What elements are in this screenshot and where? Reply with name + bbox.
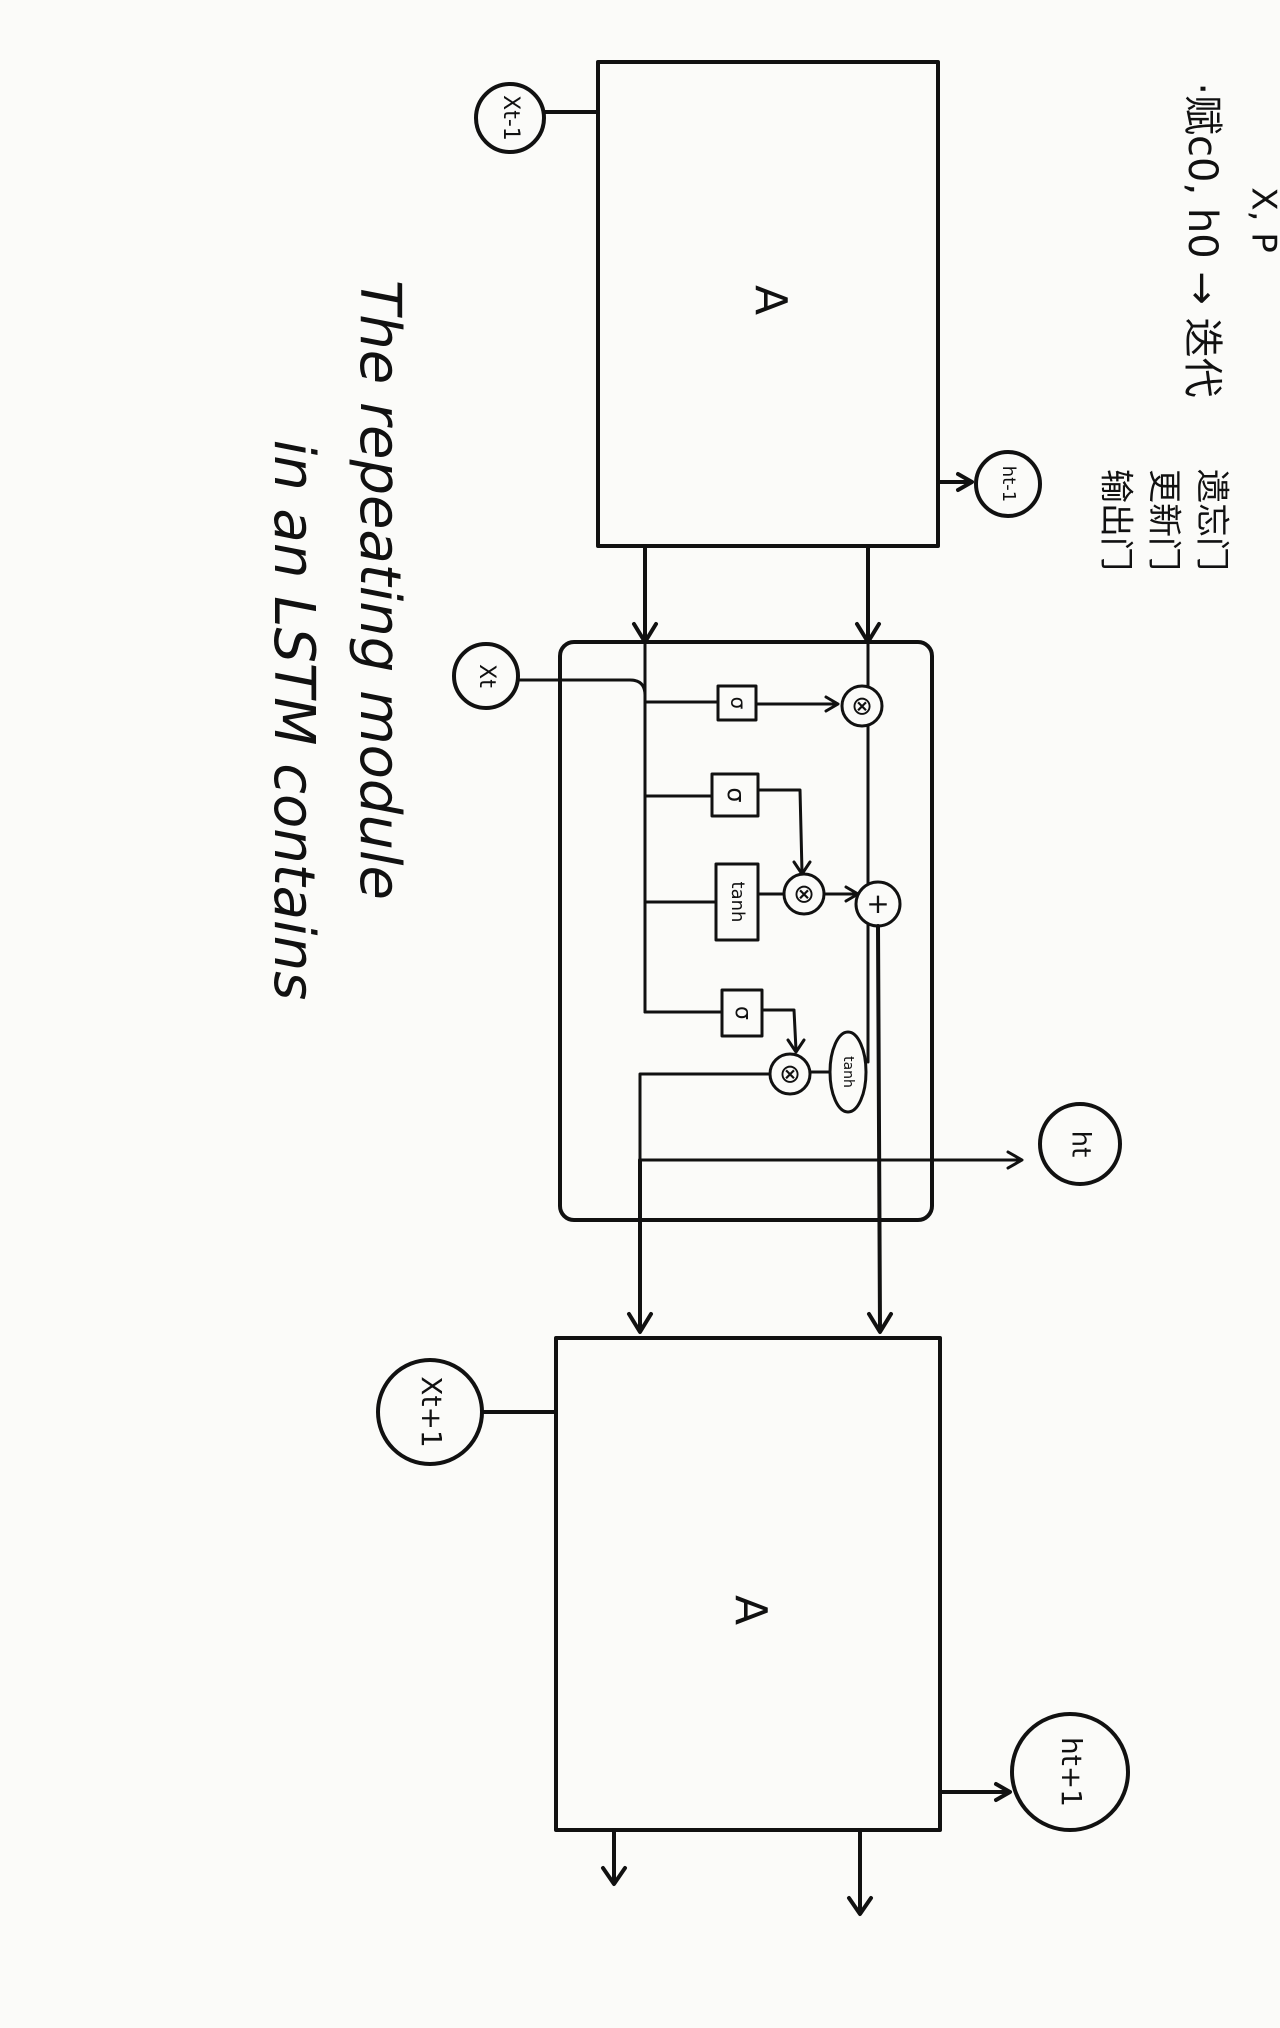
sigma-3-label: σ — [730, 1006, 755, 1020]
module-next — [554, 1336, 942, 1832]
c-link-curr-next — [876, 924, 882, 1332]
tanh-out-label: tanh — [840, 1056, 856, 1088]
sigma-3-arrow — [786, 1038, 806, 1054]
h-prev-node — [974, 450, 1042, 518]
h-curr-node — [1038, 1102, 1122, 1186]
x-next-label: Xt+1 — [415, 1376, 448, 1447]
input-multiply-symbol: ⊗ — [793, 880, 815, 910]
tanh-gate-label: tanh — [727, 882, 748, 923]
note-gate-output: 输出门 — [1096, 469, 1136, 571]
h-out-arrow — [1006, 1150, 1024, 1170]
note-init-line: ·赋c0, h0 → 迭代 — [1179, 82, 1225, 397]
h-out-route — [638, 1072, 772, 1162]
x-prev-node — [474, 82, 546, 154]
h-next-arrowhead — [994, 1782, 1012, 1802]
x-prev-label: Xt-1 — [498, 95, 523, 141]
sigma-1-box — [716, 684, 758, 722]
sigma-3-to-mult — [760, 1008, 798, 1052]
sigma-1-arrow — [824, 695, 840, 713]
note-gate-update: 更新门 — [1144, 469, 1184, 571]
forget-multiply-node — [840, 684, 884, 728]
sigma-1-label: σ — [727, 697, 751, 710]
c-out-bottom-arrow — [847, 1896, 873, 1916]
caption-line-1: The repeating module — [347, 280, 412, 900]
caption-line-2: in an LSTM contains — [261, 440, 326, 1001]
h-next-node — [1010, 1712, 1130, 1832]
module-current — [558, 640, 934, 1222]
add-symbol: + — [866, 887, 889, 920]
module-next-label: A — [725, 1595, 776, 1625]
forget-multiply-symbol: ⊗ — [851, 692, 873, 722]
sigma-3-box — [720, 988, 764, 1038]
sigma-2-label: σ — [722, 787, 750, 802]
x-curr-label: Xt — [474, 664, 499, 688]
x-next-node — [376, 1358, 484, 1466]
module-prev-label: A — [745, 285, 796, 315]
h-out-bottom-arrow — [601, 1866, 627, 1886]
h-prev-arrowhead — [956, 472, 974, 492]
h-next-label: ht+1 — [1055, 1737, 1088, 1807]
h-link-curr-next-arrow — [627, 1312, 653, 1334]
note-gate-forget: 遗忘门 — [1192, 469, 1232, 571]
output-multiply-symbol: ⊗ — [779, 1060, 801, 1090]
x-curr-connector — [516, 678, 647, 697]
sigma-2-box — [710, 772, 760, 818]
tanh-gate-box — [714, 862, 760, 942]
module-prev — [596, 60, 940, 548]
c-link-curr-next-arrow — [867, 1312, 893, 1334]
h-prev-label: ht-1 — [998, 466, 1019, 502]
h-curr-label: ht — [1066, 1131, 1096, 1158]
sigma-2-to-mult — [756, 788, 804, 874]
note-corner-mark: X, P — [1244, 187, 1280, 252]
x-curr-node — [452, 642, 520, 710]
